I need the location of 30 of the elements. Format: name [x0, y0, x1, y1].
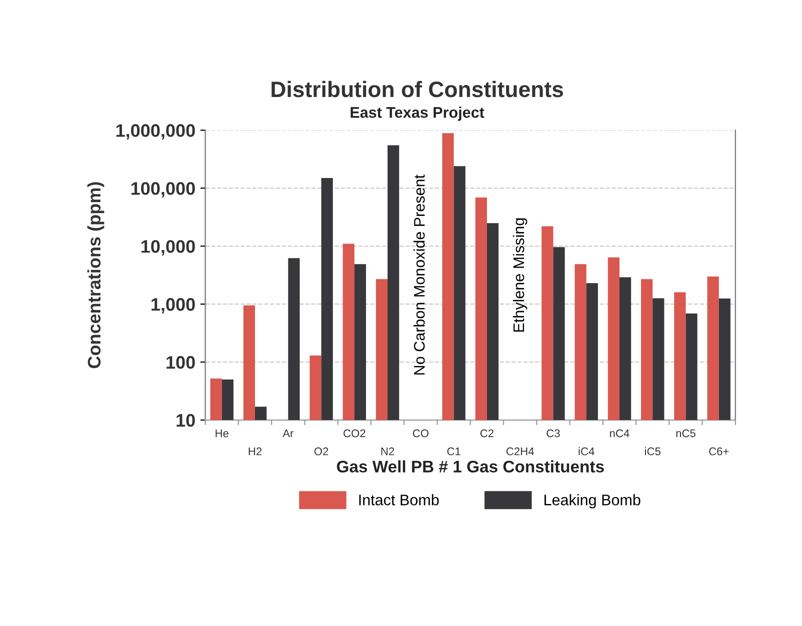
x-tick-label: C1: [447, 447, 460, 456]
chart-title: Distribution of Constituents: [272, 80, 564, 98]
x-tick-label: C2: [480, 429, 494, 438]
x-tick-label: Ar: [282, 429, 294, 438]
legend-label: Leaking Bomb: [544, 494, 640, 508]
x-tick-label: nC4: [610, 429, 630, 438]
x-tick-label: N2: [381, 447, 394, 456]
x-tick-label: CO2: [344, 429, 366, 438]
y-tick-label: 1,000: [152, 298, 195, 314]
y-tick-label: 100: [166, 356, 195, 369]
y-tick-label: 100,000: [131, 182, 195, 198]
x-tick-label: iC4: [578, 447, 594, 456]
x-tick-label: H2: [248, 447, 262, 456]
annotation: No Carbon Monoxide Present: [414, 174, 425, 374]
x-tick-label: He: [216, 429, 228, 438]
y-tick-label: 10: [176, 414, 195, 427]
annotation: Ethylene Missing: [512, 218, 528, 332]
chart-subtitle: East Texas Project: [350, 106, 484, 121]
x-axis-title: Gas Well PB # 1 Gas Constituents: [336, 460, 604, 473]
x-tick-label: C2H4: [506, 447, 534, 456]
x-tick-label: O2: [314, 447, 328, 456]
x-tick-label: C6+: [709, 447, 729, 456]
y-tick-label: 10,000: [142, 240, 195, 256]
x-tick-label: C3: [546, 429, 560, 438]
y-tick-label: 1,000,000: [116, 124, 195, 140]
y-axis-title: Concentrations (ppm): [87, 182, 104, 368]
x-tick-label: nC5: [676, 429, 696, 438]
x-tick-label: CO: [412, 429, 428, 438]
legend-label: Intact Bomb: [359, 494, 439, 506]
x-tick-label: iC5: [645, 447, 660, 456]
